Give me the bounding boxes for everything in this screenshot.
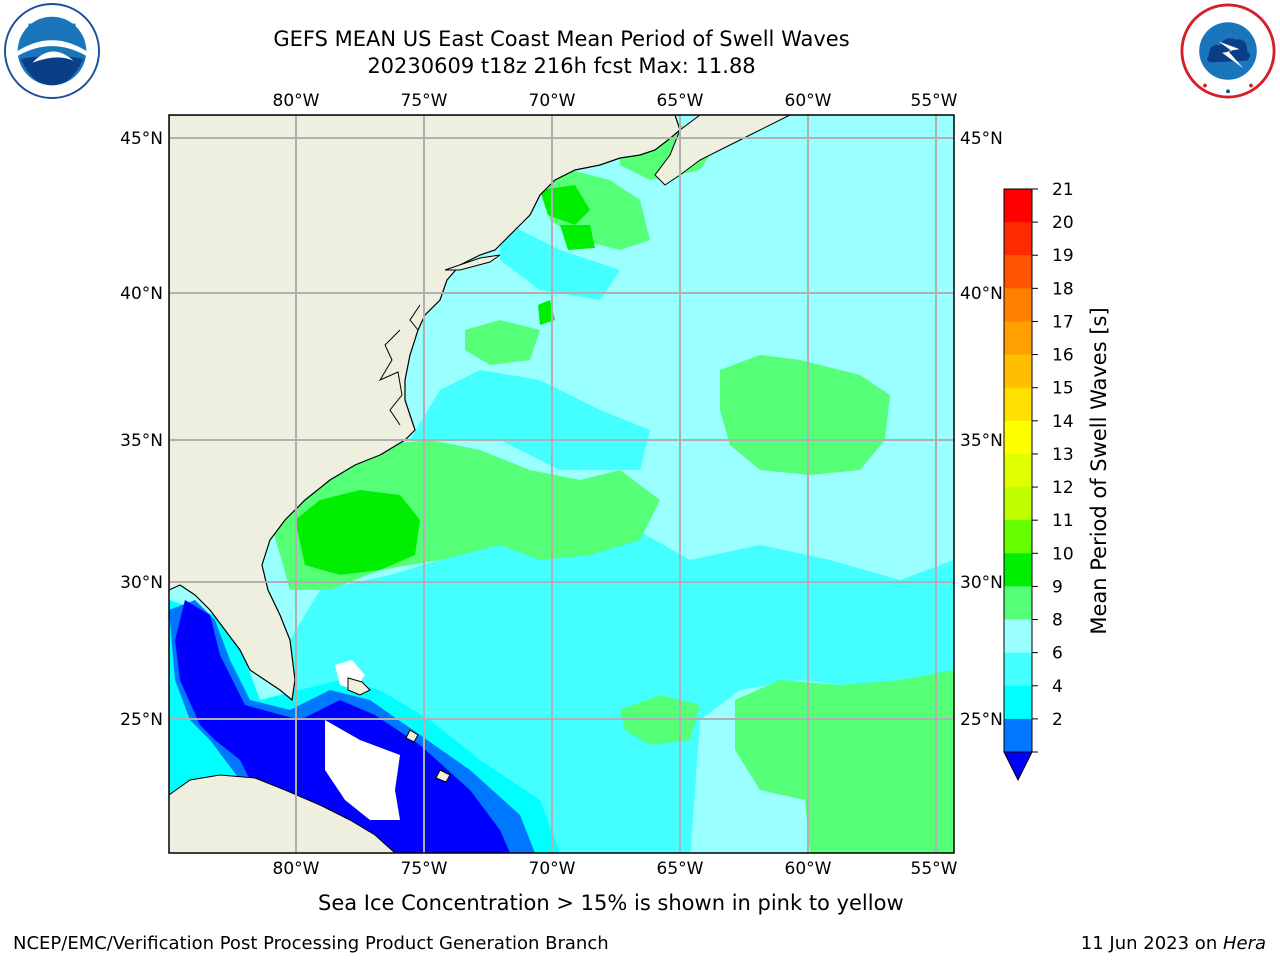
lat-label: 25°N <box>960 710 1003 730</box>
colorbar-segment <box>1004 354 1032 389</box>
colorbar-segment <box>1004 255 1032 289</box>
land-nova-scotia <box>654 115 791 186</box>
land-bahamas-3 <box>435 769 451 783</box>
land-bahamas-2 <box>405 729 419 743</box>
lat-label: 35°N <box>960 431 1003 451</box>
lon-label: 70°W <box>529 91 576 111</box>
land-cuba <box>169 774 396 853</box>
swell-band-9-10-b <box>720 355 890 475</box>
lat-label: 35°N <box>120 431 163 451</box>
swell-band-10-11-a <box>295 490 420 575</box>
coast-long-island <box>444 254 501 271</box>
colorbar-segment <box>1004 685 1032 720</box>
swell-band-9-10-f <box>465 320 540 365</box>
colorbar-segment <box>1004 553 1032 587</box>
colorbar-tick-label: 4 <box>1052 677 1063 697</box>
lat-label: 30°N <box>960 573 1003 593</box>
colorbar-tick-label: 19 <box>1052 246 1074 266</box>
colorbar-segment <box>1004 619 1032 654</box>
colorbar-tick-label: 9 <box>1052 577 1063 597</box>
nws-logo <box>1180 3 1276 99</box>
colorbar-tick-label: 11 <box>1052 511 1074 531</box>
lat-label: 40°N <box>120 284 163 304</box>
colorbar-segment <box>1004 420 1032 455</box>
colorbar-segment <box>1004 586 1032 621</box>
lon-label: 80°W <box>273 91 320 111</box>
colorbar-segment <box>1004 718 1032 753</box>
lon-label: 75°W <box>401 91 448 111</box>
lon-label: 60°W <box>785 859 832 879</box>
chart-title: GEFS MEAN US East Coast Mean Period of S… <box>273 27 850 51</box>
colorbar-segment <box>1004 520 1032 554</box>
swell-band-10-11-d <box>538 300 555 325</box>
graticule <box>169 115 954 853</box>
lat-labels-right: 45°N 40°N 35°N 30°N 25°N <box>960 129 1003 730</box>
coast-chesapeake <box>378 329 403 426</box>
colorbar-segment <box>1004 288 1032 322</box>
swell-band-6-8b <box>410 370 650 470</box>
colorbar-segment <box>1004 652 1032 687</box>
colorbar-tick-label: 14 <box>1052 412 1074 432</box>
lon-label: 65°W <box>657 91 704 111</box>
lat-label: 45°N <box>120 129 163 149</box>
lon-label: 75°W <box>401 859 448 879</box>
colorbar-tick-label: 20 <box>1052 213 1074 233</box>
colorbar-tick-label: 17 <box>1052 312 1074 332</box>
map-frame <box>168 114 955 854</box>
lat-label: 25°N <box>120 710 163 730</box>
swell-band-9-10-d <box>735 670 954 853</box>
land-bahamas-1 <box>347 677 371 696</box>
sea-ice-caption: Sea Ice Concentration > 15% is shown in … <box>318 891 904 915</box>
lon-label: 60°W <box>785 91 832 111</box>
lon-label: 55°W <box>911 91 958 111</box>
colorbar-segment <box>1004 387 1032 422</box>
colorbar-segment <box>1004 487 1032 521</box>
lon-label: 80°W <box>273 859 320 879</box>
lat-label: 40°N <box>960 284 1003 304</box>
colorbar-label: Mean Period of Swell Waves [s] <box>1087 307 1111 634</box>
colorbar-tick-label: 21 <box>1052 180 1074 200</box>
footer-date-text: 11 Jun 2023 on <box>1080 933 1223 954</box>
colorbar-tick-label: 10 <box>1052 544 1074 564</box>
colorbar-tick-label: 12 <box>1052 478 1074 498</box>
colorbar-segment <box>1004 321 1032 356</box>
lon-label: 70°W <box>529 859 576 879</box>
colorbar: 21 20 19 18 17 16 15 14 13 12 11 10 9 8 6 4 2 <box>1003 180 1074 782</box>
coast-delaware <box>409 304 421 331</box>
lon-labels-bottom: 80°W 75°W 70°W 65°W 60°W 55°W <box>273 859 958 879</box>
colorbar-tick-label: 6 <box>1052 644 1063 664</box>
colorbar-tick-label: 2 <box>1052 710 1063 730</box>
noaa-logo <box>3 2 101 100</box>
footer-credit: NCEP/EMC/Verification Post Processing Pr… <box>13 933 609 954</box>
colorbar-tick-label: 18 <box>1052 279 1074 299</box>
lon-label: 55°W <box>911 859 958 879</box>
colorbar-under-arrow <box>1003 751 1033 782</box>
lon-labels-top: 80°W 75°W 70°W 65°W 60°W 55°W <box>273 91 958 111</box>
lat-label: 30°N <box>120 573 163 593</box>
colorbar-tick-label: 15 <box>1052 379 1074 399</box>
lat-labels-left: 45°N 40°N 35°N 30°N 25°N <box>120 129 163 730</box>
footer-date: 11 Jun 2023 on Hera <box>1081 933 1266 954</box>
chart-subtitle: 20230609 t18z 216h fcst Max: 11.88 <box>367 54 756 78</box>
swell-band-10-11-c <box>560 225 595 250</box>
footer-host: Hera <box>1222 933 1266 954</box>
colorbar-segment <box>1004 222 1032 256</box>
colorbar-tick-label: 13 <box>1052 445 1074 465</box>
nodata-area-a <box>325 720 400 820</box>
swell-band-6-8c <box>500 220 620 300</box>
colorbar-frame <box>1003 188 1033 753</box>
colorbar-segment <box>1004 189 1032 223</box>
lon-label: 65°W <box>657 859 704 879</box>
lat-label: 45°N <box>960 129 1003 149</box>
colorbar-segment <box>1004 453 1032 488</box>
colorbar-tick-label: 16 <box>1052 346 1074 366</box>
colorbar-tick-label: 8 <box>1052 611 1063 631</box>
